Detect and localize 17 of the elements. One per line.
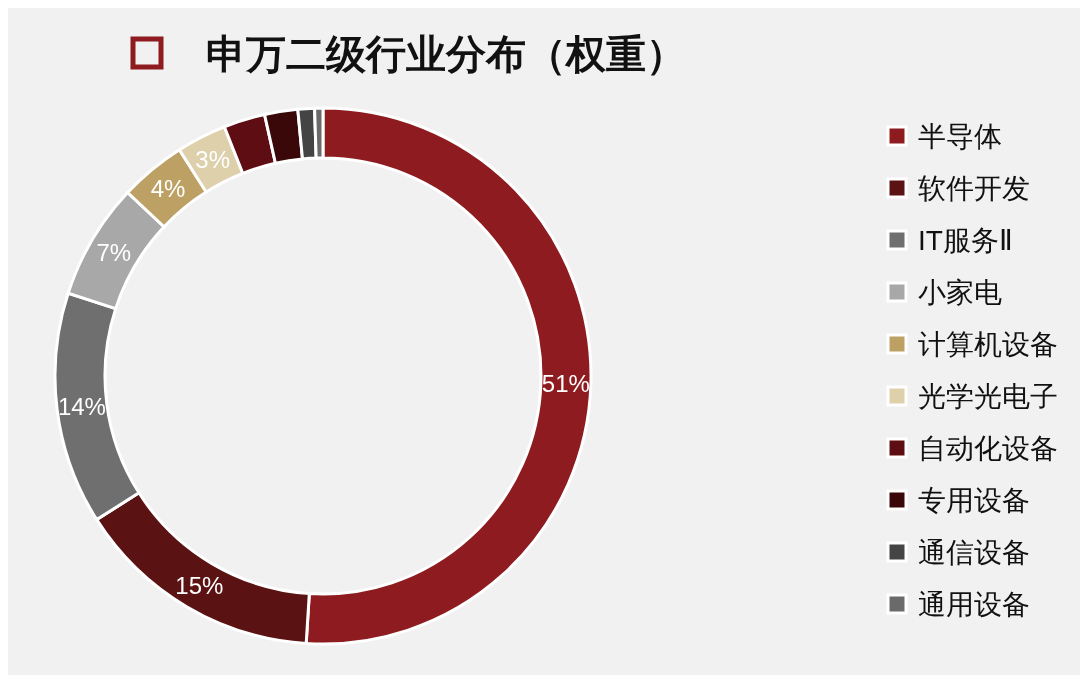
data-label: 15% [175, 571, 224, 599]
legend-label: 自动化设备 [918, 432, 1058, 464]
legend-label: 小家电 [918, 276, 1002, 308]
data-label: 4% [150, 175, 186, 203]
legend-label: 计算机设备 [918, 328, 1058, 360]
legend-label: 软件开发 [918, 172, 1030, 204]
chart-title: 申万二级行业分布（权重） [206, 32, 686, 76]
legend-label: 半导体 [918, 120, 1002, 152]
legend-label: 光学光电子 [918, 380, 1058, 412]
data-label: 51% [541, 370, 590, 398]
legend-label: IT服务Ⅱ [918, 224, 1013, 256]
data-label: 14% [57, 392, 106, 420]
legend-label: 专用设备 [918, 484, 1030, 516]
data-label: 3% [195, 145, 231, 173]
legend-label: 通信设备 [918, 536, 1030, 568]
data-label: 7% [96, 238, 132, 266]
legend-label: 通用设备 [918, 588, 1030, 620]
